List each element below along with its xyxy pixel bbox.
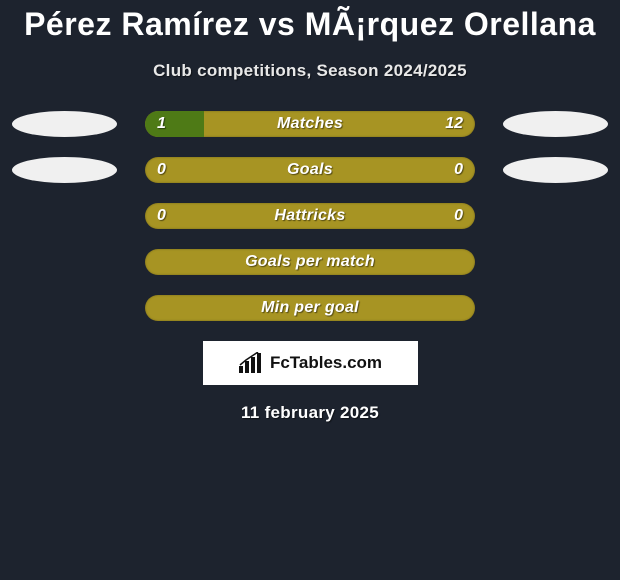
stat-row: 0 Goals 0 [10,157,610,183]
stat-right-value: 0 [454,203,463,229]
comparison-card: Pérez Ramírez vs MÃ¡rquez Orellana Club … [0,0,620,423]
stat-rows: 1 Matches 12 0 Goals 0 0 Hattricks [10,111,610,321]
stat-row: Min per goal [10,295,610,321]
page-title: Pérez Ramírez vs MÃ¡rquez Orellana [0,0,620,43]
stat-label: Goals [145,157,475,183]
logo-inner: FcTables.com [238,352,382,374]
logo-text: FcTables.com [270,353,382,373]
footer-date: 11 february 2025 [0,403,620,423]
stat-bar-goals: 0 Goals 0 [145,157,475,183]
stat-row: Goals per match [10,249,610,275]
stat-label: Goals per match [145,249,475,275]
stat-row: 1 Matches 12 [10,111,610,137]
stat-bar-hattricks: 0 Hattricks 0 [145,203,475,229]
stat-label: Matches [145,111,475,137]
stat-row: 0 Hattricks 0 [10,203,610,229]
attribution-logo: FcTables.com [203,341,418,385]
stat-label: Hattricks [145,203,475,229]
stat-bar-goals-per-match: Goals per match [145,249,475,275]
stat-label: Min per goal [145,295,475,321]
page-subtitle: Club competitions, Season 2024/2025 [0,61,620,81]
stat-right-value: 12 [445,111,463,137]
stat-bar-min-per-goal: Min per goal [145,295,475,321]
team-badge-left [12,157,117,183]
team-badge-left [12,111,117,137]
team-badge-right [503,111,608,137]
bars-icon [238,352,264,374]
stat-bar-matches: 1 Matches 12 [145,111,475,137]
stat-right-value: 0 [454,157,463,183]
team-badge-right [503,157,608,183]
